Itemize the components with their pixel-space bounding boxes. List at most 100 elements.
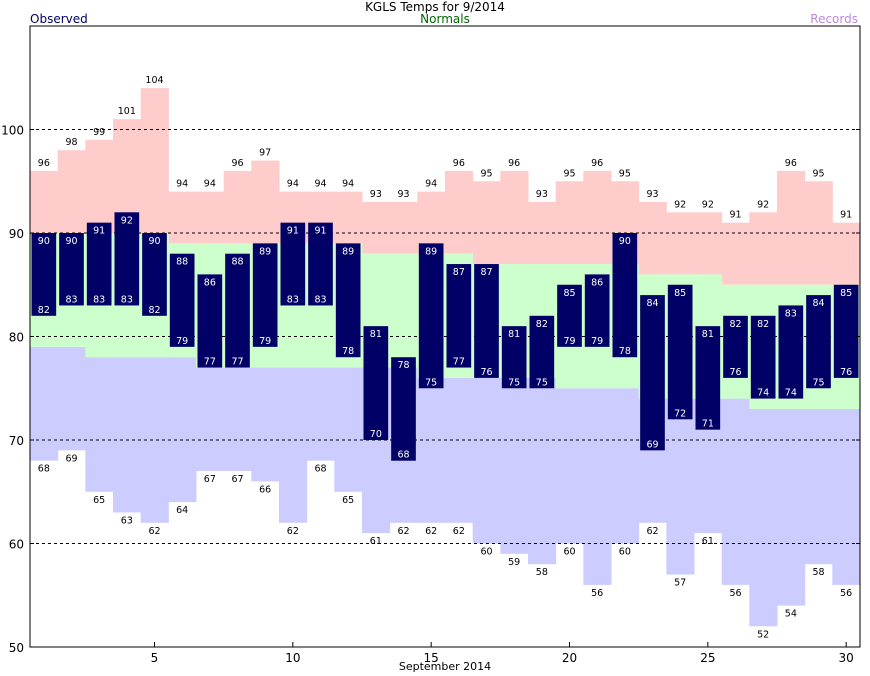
- record-high-label: 92: [757, 199, 769, 210]
- record-high-label: 99: [93, 127, 105, 138]
- record-low-band: [666, 398, 695, 575]
- observed-low-label: 71: [702, 419, 714, 430]
- record-low-label: 56: [840, 588, 852, 599]
- record-high-label: 93: [397, 189, 409, 200]
- record-low-band: [279, 367, 308, 523]
- observed-bar: [363, 326, 389, 440]
- record-low-band: [611, 388, 640, 544]
- observed-bar: [474, 264, 499, 378]
- record-low-band: [555, 388, 584, 544]
- observed-high-label: 85: [840, 288, 852, 299]
- observed-low-label: 68: [397, 450, 409, 461]
- record-low-label: 58: [812, 567, 824, 578]
- x-tick-label: 25: [700, 651, 715, 665]
- y-tick-label: 70: [9, 434, 24, 448]
- record-high-label: 96: [453, 158, 465, 169]
- observed-bar: [114, 212, 140, 306]
- observed-low-label: 79: [259, 336, 271, 347]
- record-high-label: 95: [480, 168, 492, 179]
- normal-band: [389, 253, 418, 368]
- observed-bar: [584, 274, 610, 347]
- y-tick-label: 60: [9, 538, 24, 552]
- observed-high-label: 90: [619, 236, 631, 247]
- record-high-band: [445, 170, 474, 254]
- observed-bar: [418, 243, 444, 389]
- record-low-label: 67: [204, 474, 216, 485]
- legend-normals: Normals: [420, 12, 470, 26]
- record-low-label: 60: [563, 547, 575, 558]
- observed-low-label: 79: [176, 336, 188, 347]
- observed-bar: [640, 295, 665, 451]
- observed-low-label: 75: [536, 377, 548, 388]
- record-high-band: [251, 160, 280, 244]
- record-low-label: 57: [674, 578, 686, 589]
- y-tick-label: 80: [9, 331, 24, 345]
- x-tick-label: 15: [424, 651, 439, 665]
- record-high-label: 91: [729, 210, 741, 221]
- observed-high-label: 90: [148, 236, 160, 247]
- record-high-band: [223, 170, 252, 244]
- observed-low-label: 76: [480, 367, 492, 378]
- record-high-label: 96: [38, 158, 50, 169]
- record-high-band: [362, 201, 391, 254]
- gridlines: [30, 129, 860, 544]
- record-low-label: 61: [370, 536, 382, 547]
- record-low-band: [334, 367, 363, 492]
- observed-low-label: 83: [65, 294, 77, 305]
- record-high-label: 95: [563, 168, 575, 179]
- record-high-label: 95: [619, 168, 631, 179]
- observed-bar: [142, 233, 167, 316]
- legend-records: Records: [810, 12, 858, 26]
- record-low-band: [113, 357, 142, 513]
- observed-high-label: 90: [65, 236, 77, 247]
- record-high-label: 92: [702, 199, 714, 210]
- y-tick-label: 90: [9, 227, 24, 241]
- observed-bar: [723, 315, 748, 378]
- record-low-band: [168, 357, 197, 503]
- record-low-band: [251, 367, 280, 482]
- record-low-band: [223, 367, 252, 472]
- observed-bar: [557, 284, 582, 347]
- observed-low-label: 83: [121, 294, 133, 305]
- observed-low-label: 76: [840, 367, 852, 378]
- observed-bar: [335, 243, 361, 358]
- observed-low-label: 75: [425, 377, 437, 388]
- observed-bar: [391, 357, 416, 461]
- observed-high-label: 87: [453, 267, 465, 278]
- record-low-band: [445, 377, 474, 523]
- record-high-band: [832, 222, 861, 285]
- observed-bar: [252, 243, 278, 347]
- record-high-band: [638, 201, 667, 275]
- record-high-label: 96: [508, 158, 520, 169]
- y-tick-label: 50: [9, 641, 24, 655]
- record-high-label: 104: [145, 75, 163, 86]
- record-low-band: [804, 408, 833, 565]
- x-tick-label: 30: [839, 651, 854, 665]
- record-low-label: 62: [287, 526, 299, 537]
- observed-bar: [806, 295, 831, 389]
- observed-bars-layer: [31, 212, 859, 461]
- observed-high-label: 78: [397, 360, 409, 371]
- record-low-band: [583, 388, 612, 585]
- record-low-band: [85, 357, 114, 492]
- record-low-band: [472, 377, 501, 544]
- observed-low-label: 77: [204, 357, 216, 368]
- record-low-label: 62: [646, 526, 658, 537]
- observed-bar: [529, 315, 555, 389]
- data-labels-layer: 90 82 96 68 90 83 98 69 91 83 99 65 92 83 101 63 90 82 104…: [38, 75, 852, 640]
- record-high-label: 91: [840, 210, 852, 221]
- record-high-label: 93: [646, 189, 658, 200]
- record-low-label: 62: [397, 526, 409, 537]
- record-low-band: [57, 346, 86, 451]
- observed-low-label: 77: [453, 357, 465, 368]
- observed-low-label: 75: [812, 377, 824, 388]
- observed-bar: [169, 253, 195, 347]
- observed-low-label: 77: [231, 357, 243, 368]
- observed-high-label: 88: [231, 257, 243, 268]
- record-low-label: 60: [619, 547, 631, 558]
- record-high-band: [168, 191, 197, 244]
- record-low-band: [30, 346, 59, 461]
- observed-low-label: 75: [508, 377, 520, 388]
- record-low-band: [777, 408, 806, 606]
